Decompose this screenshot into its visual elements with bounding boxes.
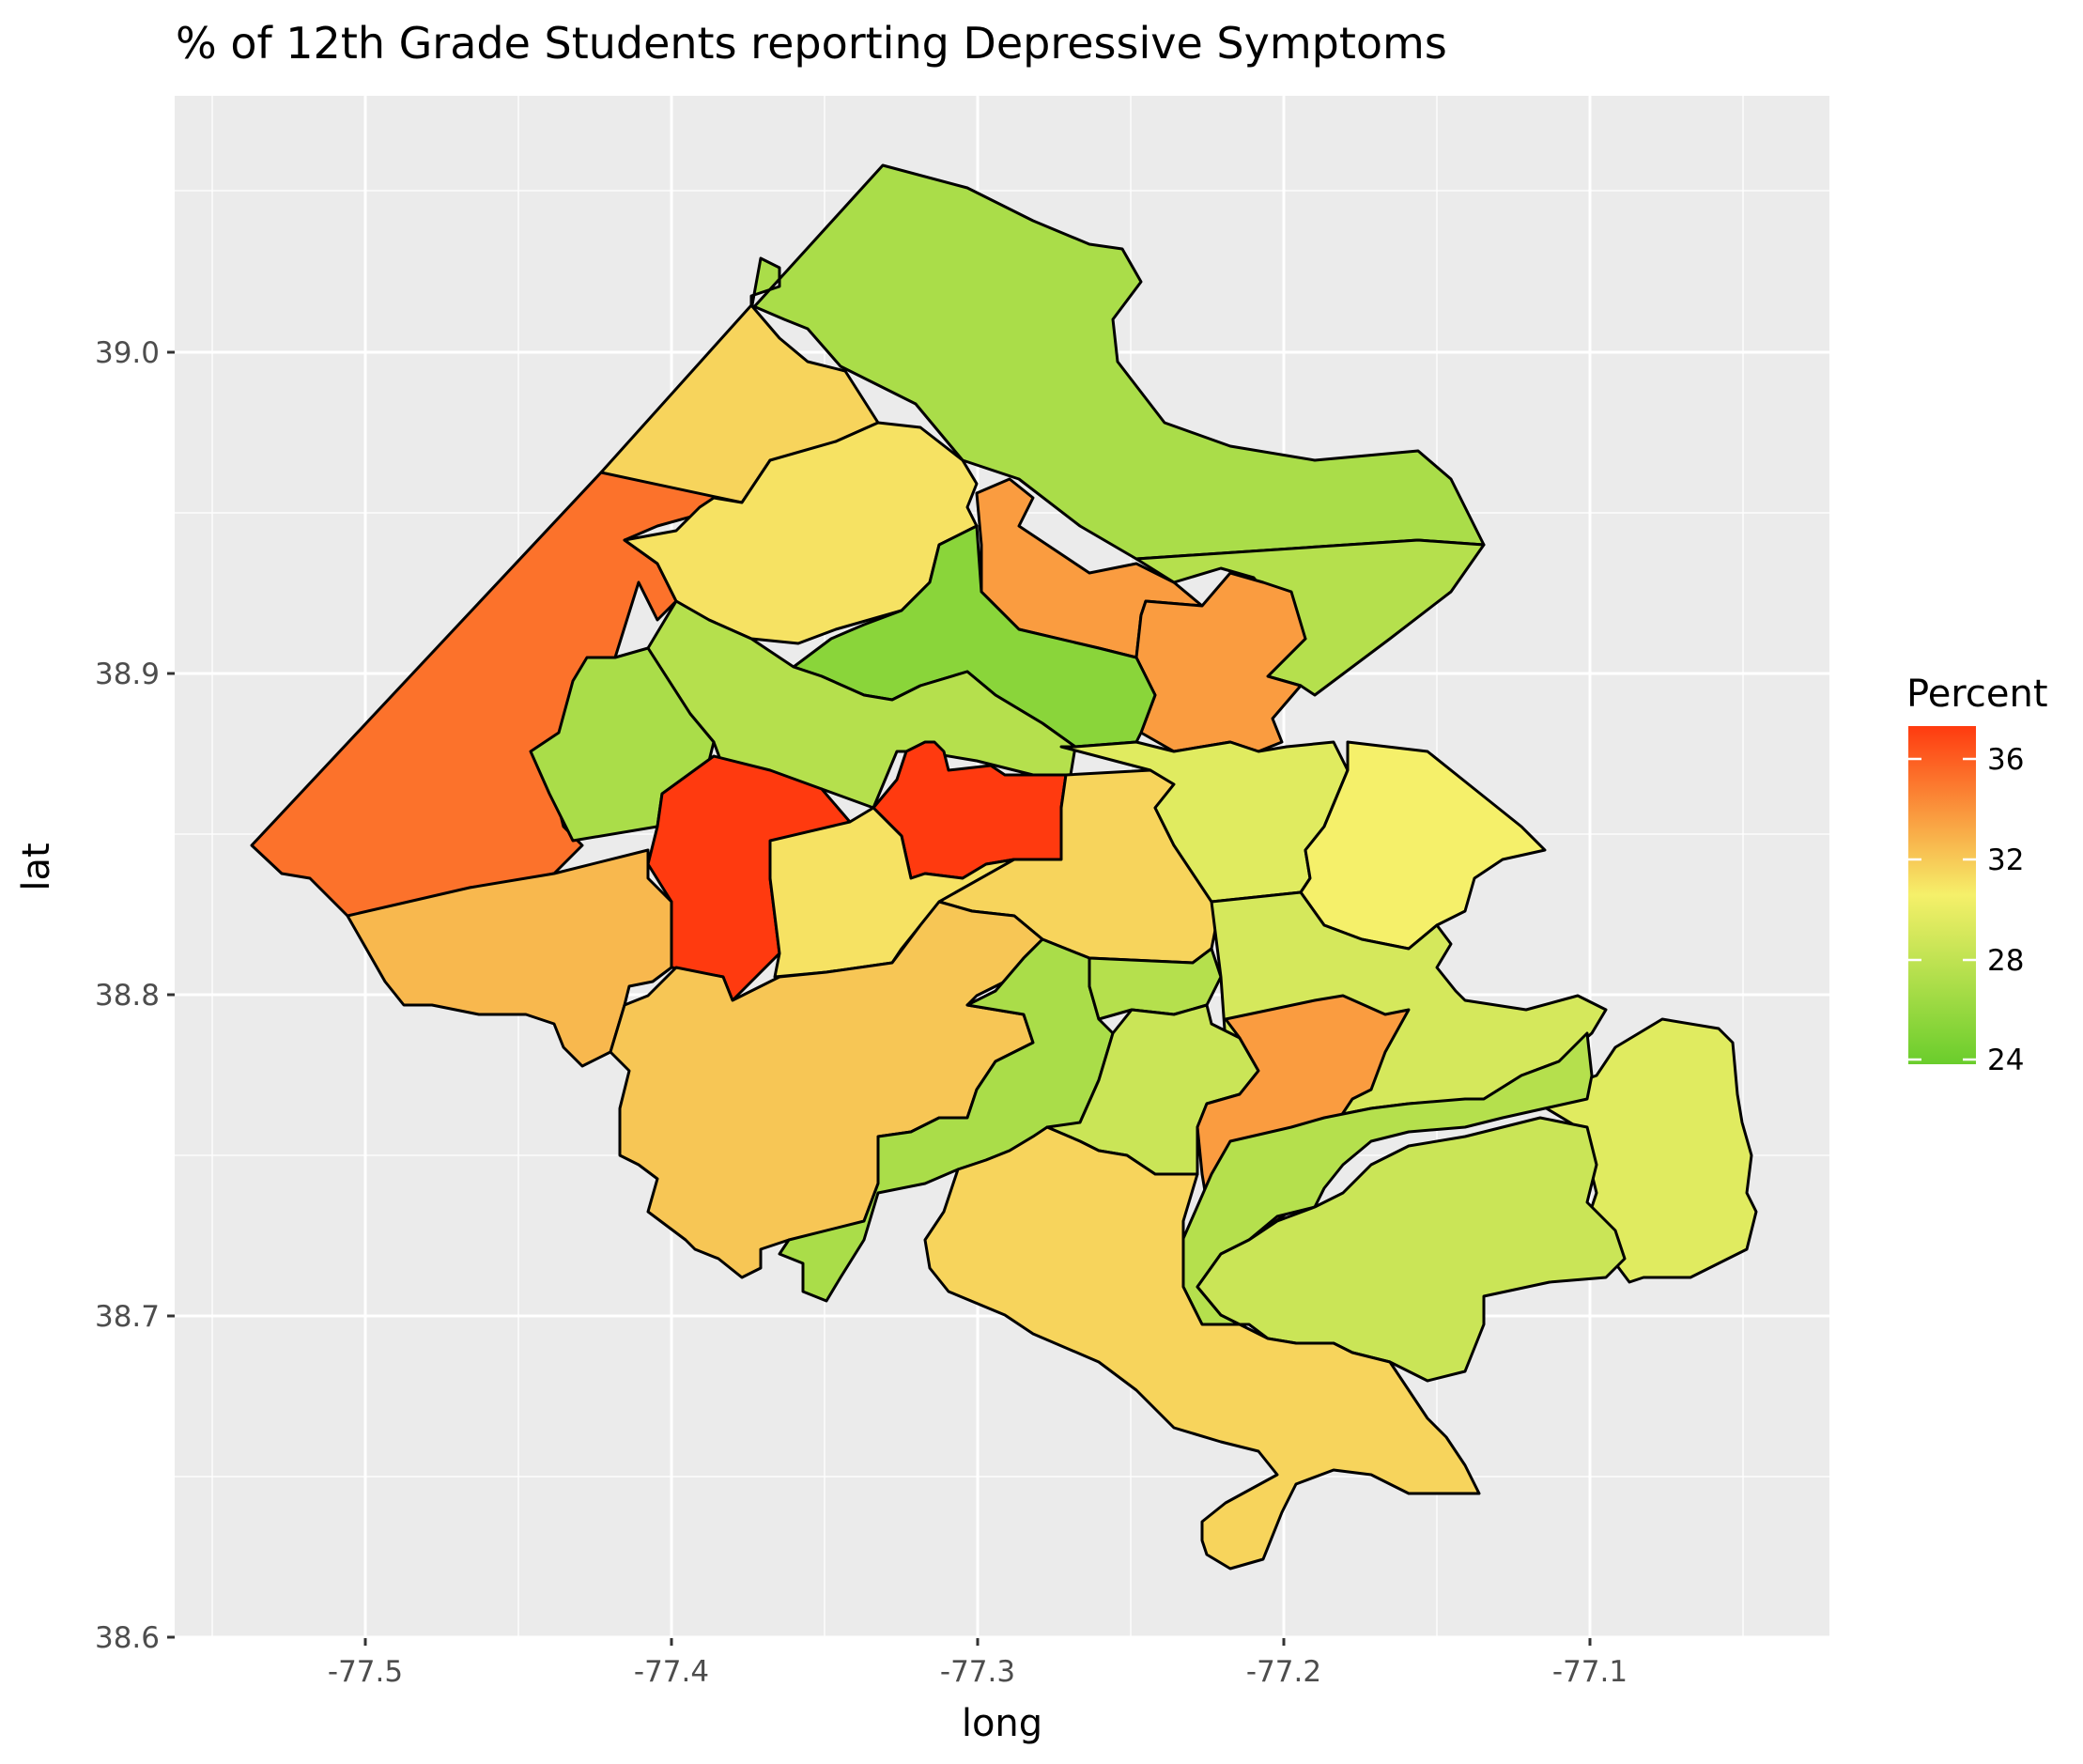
legend: Percent 36 32 28 24 xyxy=(1906,673,2048,1077)
legend-label: 32 xyxy=(1987,843,2024,877)
y-axis-title: lat xyxy=(15,843,58,890)
x-tick-label: -77.4 xyxy=(634,1655,709,1689)
region-south-tail xyxy=(923,1125,1481,1571)
x-tick-label: -77.2 xyxy=(1246,1655,1321,1689)
y-tick-label: 38.7 xyxy=(95,1300,160,1334)
region-east-yellow-2 xyxy=(1299,740,1547,951)
y-tick-label: 39.0 xyxy=(95,336,160,370)
legend-colorbar xyxy=(1908,726,1976,1064)
y-tick-label: 38.9 xyxy=(95,658,160,691)
region-west-green-2 xyxy=(529,646,716,843)
legend-label: 28 xyxy=(1987,944,2024,978)
legend-label: 24 xyxy=(1987,1044,2024,1077)
legend-title: Percent xyxy=(1906,673,2048,716)
x-axis-title: long xyxy=(962,1702,1042,1745)
x-tick-label: -77.1 xyxy=(1552,1655,1628,1689)
region-east-orange xyxy=(1134,571,1307,753)
map-regions xyxy=(250,163,1758,1571)
x-axis-ticks xyxy=(363,1638,1592,1646)
chart-title: % of 12th Grade Students reporting Depre… xyxy=(176,18,1447,69)
y-tick-label: 38.8 xyxy=(95,979,160,1013)
legend-label: 36 xyxy=(1987,743,2024,777)
x-tick-label: -77.3 xyxy=(940,1655,1015,1689)
x-tick-label: -77.5 xyxy=(328,1655,403,1689)
y-axis-ticks xyxy=(167,350,175,1639)
y-tick-label: 38.6 xyxy=(95,1621,160,1655)
